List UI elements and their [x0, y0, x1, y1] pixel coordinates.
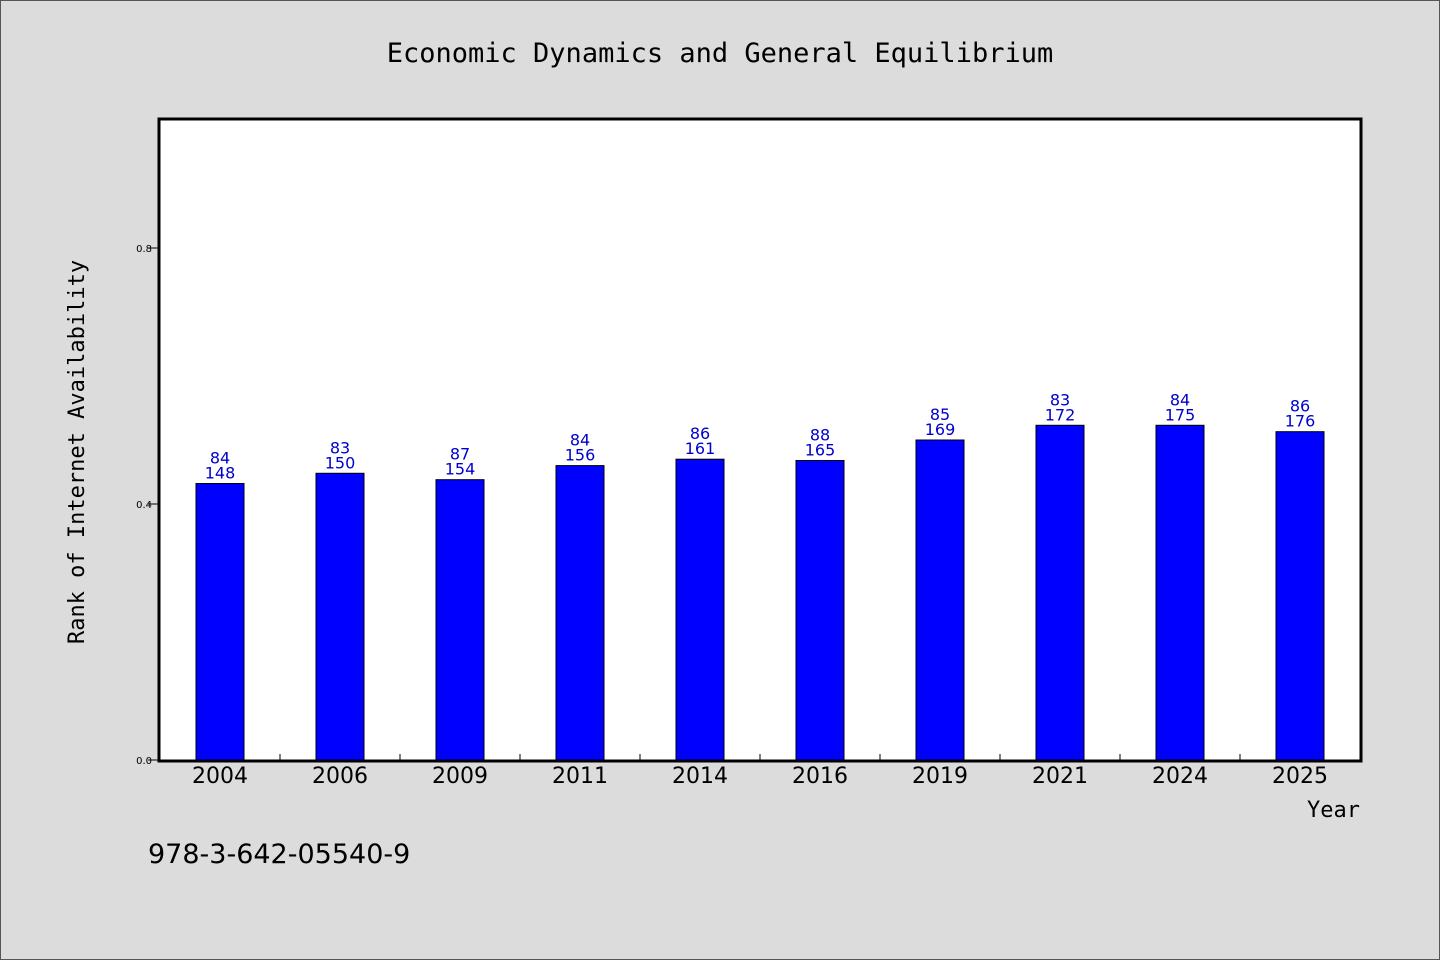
bar-2024 — [1155, 424, 1205, 761]
bar-label-bottom: 154 — [445, 460, 476, 479]
x-tick-label: 2019 — [912, 764, 968, 789]
y-axis-label: Rank of Internet Availability — [65, 260, 90, 644]
bar-label-top: 84 — [210, 449, 230, 468]
bar-label-bottom: 150 — [325, 453, 356, 472]
y-tick-label: 0.0 — [136, 756, 152, 767]
bar-2021 — [1035, 424, 1085, 761]
bar-2025 — [1275, 431, 1325, 761]
x-axis-label: Year — [1307, 798, 1360, 823]
x-tick-label: 2004 — [192, 764, 248, 789]
bar-label-top: 84 — [1170, 390, 1190, 409]
bar-label-bottom: 148 — [205, 464, 236, 483]
x-tick-label: 2021 — [1032, 764, 1088, 789]
bar-2009 — [435, 479, 485, 761]
bar-2016 — [795, 459, 845, 761]
x-tick-label: 2009 — [432, 764, 488, 789]
bar-label-bottom: 176 — [1285, 412, 1316, 431]
bar-2004 — [195, 483, 245, 761]
bar-label-bottom: 165 — [805, 440, 836, 459]
bar-label-top: 84 — [570, 431, 590, 450]
bar-label-top: 87 — [450, 445, 470, 464]
y-axis: 0.0 0.4 0.8 — [136, 244, 160, 767]
isbn-footnote: 978-3-642-05540-9 — [148, 839, 410, 870]
chart-title: Economic Dynamics and General Equilibriu… — [387, 38, 1053, 69]
bar-label-bottom: 175 — [1165, 405, 1196, 424]
x-tick-label: 2011 — [552, 764, 608, 789]
x-axis: 2004 2006 2009 2011 2014 2016 2019 2021 2024 2025 — [192, 754, 1328, 789]
x-tick-label: 2006 — [312, 764, 368, 789]
x-tick-label: 2024 — [1152, 764, 1208, 789]
bar-2014 — [675, 458, 725, 761]
bar-label-bottom: 169 — [925, 420, 956, 439]
bar-label-top: 88 — [810, 425, 830, 444]
y-tick-label: 0.4 — [136, 500, 152, 511]
bar-label-bottom: 156 — [565, 446, 596, 465]
bar-label-top: 86 — [1290, 397, 1310, 416]
bar-label-top: 86 — [690, 424, 710, 443]
bar-2019 — [915, 439, 965, 761]
x-tick-label: 2014 — [672, 764, 728, 789]
bar-2006 — [315, 472, 365, 761]
bar-label-bottom: 161 — [685, 439, 716, 458]
bar-label-bottom: 172 — [1045, 405, 1076, 424]
bar-label-top: 83 — [1050, 390, 1070, 409]
bar-2011 — [555, 465, 605, 761]
bar-label-top: 83 — [330, 438, 350, 457]
x-tick-label: 2025 — [1272, 764, 1328, 789]
x-tick-label: 2016 — [792, 764, 848, 789]
y-tick-label: 0.8 — [136, 244, 152, 255]
bar-label-top: 85 — [930, 405, 950, 424]
